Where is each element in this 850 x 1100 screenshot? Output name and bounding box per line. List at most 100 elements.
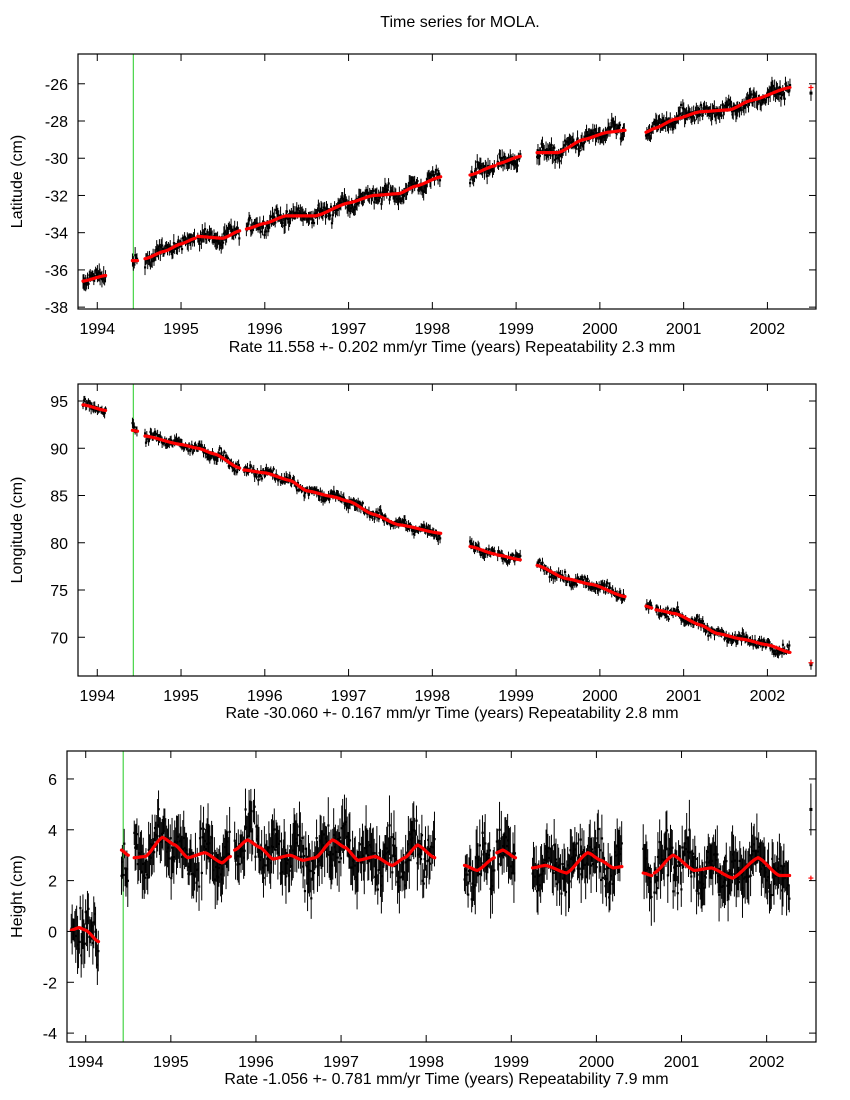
data-point bbox=[429, 845, 433, 848]
data-point bbox=[336, 493, 339, 496]
data-point bbox=[606, 581, 609, 585]
data-point bbox=[512, 162, 516, 165]
data-point bbox=[254, 855, 257, 858]
data-point bbox=[248, 812, 251, 815]
data-point bbox=[122, 873, 125, 877]
x-label-axis: Time (years) bbox=[421, 1071, 514, 1088]
data-point bbox=[316, 865, 319, 868]
data-point bbox=[212, 456, 215, 459]
y-tick-label: -2 bbox=[43, 975, 57, 992]
data-point bbox=[809, 807, 813, 811]
x-tick-label: 2000 bbox=[579, 1054, 615, 1071]
data-point bbox=[390, 836, 393, 839]
data-point bbox=[473, 175, 476, 178]
y-tick-label: 6 bbox=[48, 772, 57, 789]
data-point bbox=[367, 859, 370, 862]
data-point bbox=[700, 884, 704, 887]
data-point bbox=[718, 113, 721, 116]
data-point bbox=[248, 826, 252, 829]
data-point bbox=[726, 884, 729, 887]
data-point bbox=[599, 849, 602, 852]
data-point bbox=[401, 875, 404, 878]
data-point bbox=[188, 443, 191, 446]
data-point bbox=[666, 874, 669, 877]
data-point bbox=[425, 184, 428, 188]
data-point bbox=[776, 867, 779, 870]
data-point bbox=[236, 863, 239, 866]
data-point bbox=[426, 178, 429, 182]
data-point bbox=[438, 179, 442, 182]
x-tick-label: 1997 bbox=[331, 688, 367, 705]
data-point bbox=[653, 122, 657, 125]
data-point bbox=[545, 850, 549, 853]
data-point bbox=[774, 94, 777, 97]
data-point bbox=[296, 212, 299, 215]
data-point bbox=[369, 191, 372, 195]
data-point bbox=[364, 847, 367, 850]
data-point bbox=[771, 857, 774, 861]
data-point bbox=[671, 123, 674, 126]
data-point bbox=[591, 131, 595, 135]
data-point bbox=[428, 858, 431, 861]
data-point bbox=[681, 846, 684, 849]
data-point bbox=[422, 190, 425, 194]
data-point bbox=[581, 145, 585, 148]
data-point bbox=[205, 451, 208, 455]
data-point bbox=[242, 856, 245, 859]
data-point bbox=[695, 889, 698, 892]
y-axis-label: Height (cm) bbox=[9, 855, 26, 938]
data-point bbox=[647, 877, 650, 880]
data-point bbox=[538, 559, 541, 562]
data-point bbox=[675, 864, 678, 867]
data-point bbox=[734, 108, 737, 112]
data-point bbox=[198, 443, 202, 446]
data-point bbox=[205, 848, 208, 851]
data-point bbox=[265, 468, 268, 471]
fit-curve bbox=[535, 563, 627, 599]
data-point bbox=[415, 819, 418, 822]
data-point bbox=[240, 847, 244, 851]
data-point bbox=[682, 107, 685, 110]
data-point bbox=[258, 859, 262, 862]
data-point bbox=[738, 859, 741, 863]
data-point bbox=[91, 273, 95, 276]
data-point bbox=[368, 515, 372, 519]
fit-curve bbox=[119, 848, 130, 857]
data-point bbox=[738, 634, 741, 637]
data-point bbox=[585, 131, 588, 134]
data-point bbox=[417, 189, 420, 192]
data-point bbox=[765, 879, 768, 882]
data-point bbox=[561, 574, 564, 577]
data-point bbox=[315, 836, 318, 840]
data-point bbox=[701, 620, 705, 623]
data-point bbox=[295, 841, 298, 844]
data-point bbox=[621, 132, 624, 136]
data-point bbox=[506, 162, 509, 166]
data-point bbox=[277, 479, 280, 482]
data-point bbox=[180, 838, 183, 841]
data-point bbox=[262, 876, 265, 880]
data-point bbox=[365, 828, 368, 832]
data-point bbox=[169, 245, 172, 248]
data-point bbox=[480, 550, 483, 553]
data-point bbox=[378, 196, 381, 199]
x-tick-label: 2001 bbox=[666, 321, 702, 338]
data-point bbox=[175, 438, 178, 441]
data-point bbox=[87, 399, 90, 403]
data-point bbox=[134, 254, 137, 257]
data-point bbox=[438, 534, 441, 537]
data-point bbox=[186, 853, 189, 856]
data-point bbox=[617, 597, 620, 600]
data-point bbox=[698, 113, 702, 116]
data-point bbox=[592, 132, 595, 136]
data-point bbox=[178, 245, 181, 248]
data-point bbox=[347, 506, 350, 509]
data-point bbox=[361, 842, 364, 845]
data-point bbox=[729, 100, 732, 103]
data-point bbox=[373, 852, 376, 855]
data-point bbox=[763, 98, 766, 101]
data-point bbox=[285, 862, 289, 865]
data-point bbox=[311, 859, 314, 862]
x-tick-label: 1995 bbox=[153, 1054, 189, 1071]
data-point bbox=[391, 871, 394, 874]
